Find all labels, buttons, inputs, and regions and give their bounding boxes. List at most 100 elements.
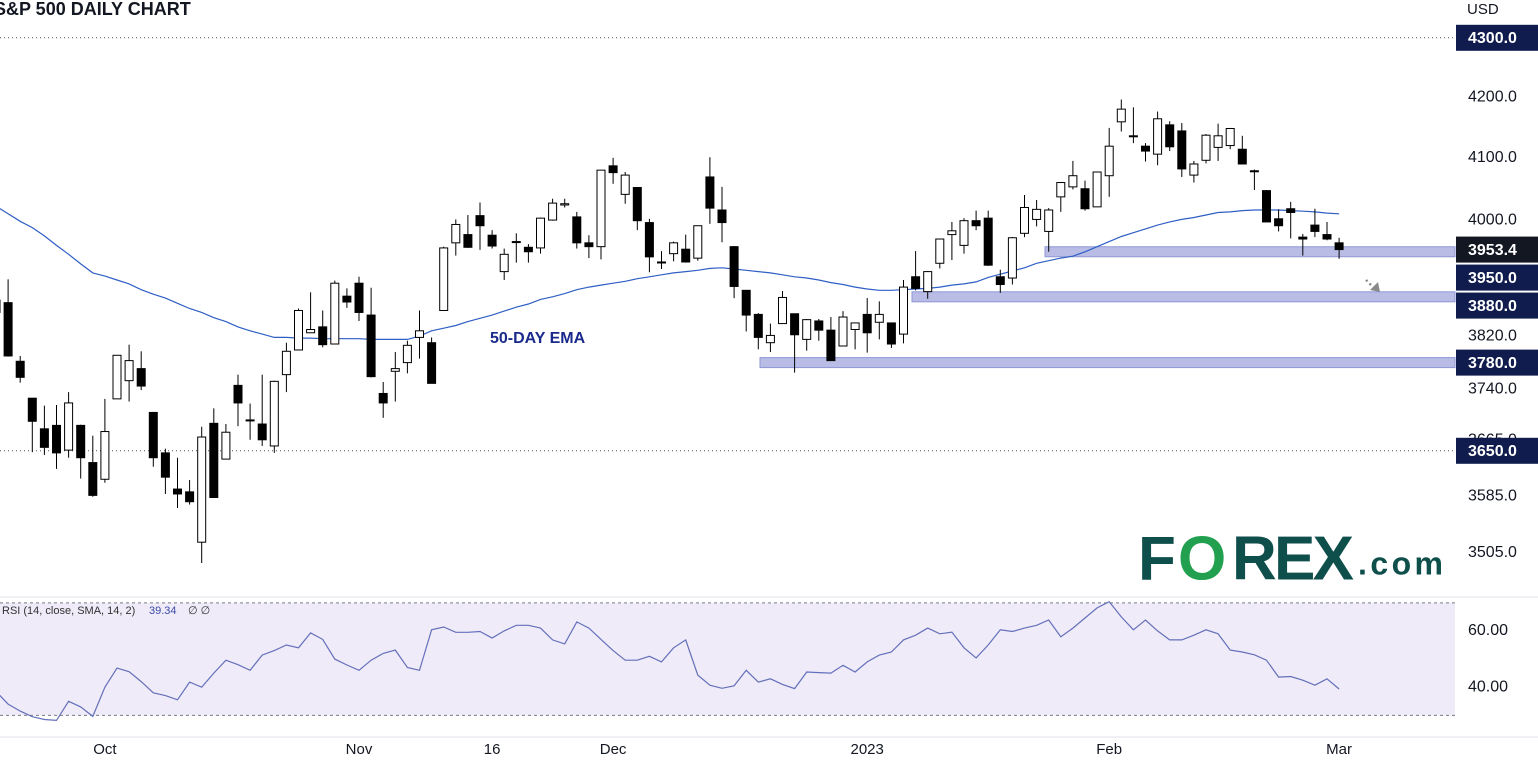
candle-body (1116, 108, 1126, 123)
candle-body (318, 326, 328, 346)
candle-body (427, 342, 437, 384)
x-tick-label: Dec (600, 741, 627, 758)
ema-line (0, 208, 1340, 340)
candle-body (378, 392, 388, 404)
candle-body (741, 289, 751, 316)
y-tick-label: 4000.0 (1468, 211, 1517, 228)
candle-body (1032, 208, 1042, 220)
candle-body (995, 276, 1005, 285)
candle-body (1177, 130, 1187, 170)
candle-body (1201, 134, 1211, 161)
rsi-value: 39.34 (149, 605, 177, 617)
x-tick-label: Nov (346, 741, 373, 758)
candle-body (1298, 236, 1308, 240)
price-label-box (1456, 292, 1538, 319)
candle-body (233, 384, 243, 404)
price-label: 3780.0 (1468, 355, 1517, 372)
candle-body (52, 424, 61, 454)
candle-body (681, 248, 691, 263)
candle-body (1237, 148, 1247, 165)
candle-body (1020, 206, 1029, 234)
candle-body (1056, 182, 1066, 198)
candle-body (439, 247, 449, 311)
y-tick-label: 4100.0 (1468, 149, 1517, 166)
candle-body (657, 261, 666, 264)
candle-body (536, 217, 545, 249)
candle-body (1068, 175, 1078, 188)
candle-body (899, 286, 908, 335)
back-layer (0, 37, 1456, 716)
candle-body (27, 397, 37, 422)
candle-body (221, 431, 231, 460)
y-tick-label: 60.00 (1468, 622, 1508, 639)
candle-body (39, 428, 49, 448)
candle-body (923, 271, 933, 293)
candle-body (306, 328, 316, 334)
candle-body (1104, 145, 1114, 177)
candle-body (245, 419, 255, 422)
candle-body (197, 436, 207, 543)
candle-body (838, 316, 848, 347)
price-label-box (1456, 264, 1538, 291)
y-tick-label: 3505.0 (1468, 544, 1517, 561)
x-tick-label: Mar (1326, 741, 1352, 758)
candle-body (548, 202, 558, 221)
candle-body (596, 169, 606, 248)
candle-body (802, 319, 812, 340)
candle-body (330, 282, 340, 345)
candle-body (826, 329, 836, 362)
candle-body (862, 313, 872, 334)
candle-body (1165, 124, 1175, 148)
x-tick-label: 16 (484, 741, 501, 758)
logo-domain: .com (1358, 545, 1443, 581)
candle-body (451, 223, 461, 244)
candle-body (463, 234, 473, 248)
candle-body (874, 313, 884, 323)
candle-body (523, 246, 533, 253)
candle-body (366, 314, 376, 378)
price-label: 3650.0 (1468, 443, 1517, 460)
candle-body (3, 302, 13, 357)
candle-body (959, 220, 969, 246)
candle-body (1213, 135, 1223, 148)
y-tick-label: 4200.0 (1468, 88, 1517, 105)
price-label: 4300.0 (1468, 30, 1517, 47)
candle-body (911, 276, 921, 289)
logo: F O REX .com (1138, 524, 1443, 593)
candle-body (88, 462, 98, 496)
candle-body (173, 488, 182, 495)
candle-body (1092, 171, 1102, 208)
candle-body (1007, 237, 1017, 279)
y-tick-label: 40.00 (1468, 678, 1508, 695)
candle-body (620, 174, 630, 195)
price-label-box (1456, 349, 1538, 376)
candle-body (560, 203, 570, 206)
candle-body (886, 322, 896, 345)
arrow-head (1370, 282, 1380, 292)
candle-body (765, 334, 775, 344)
candle-body (753, 313, 763, 338)
candle-body (112, 354, 122, 400)
candle-body (402, 344, 412, 364)
price-label: 3953.4 (1468, 242, 1517, 259)
candle-body (1322, 234, 1332, 240)
candle-body (1286, 208, 1296, 214)
candle-body (778, 296, 787, 325)
candle-body (136, 368, 146, 387)
candle-body (342, 295, 352, 303)
candle-body (294, 309, 303, 351)
logo-text: F (1138, 524, 1176, 593)
y-tick-label: 3585.0 (1468, 487, 1517, 504)
y-tick-label: 3820.0 (1468, 327, 1517, 344)
candle-body (983, 217, 993, 266)
rsi-status: ∅ ∅ (188, 605, 210, 617)
candle-body (15, 360, 25, 378)
candle-body (257, 423, 267, 441)
candle-body (269, 380, 279, 447)
price-label-box (1456, 236, 1538, 263)
candle-body (608, 165, 618, 174)
candle-body (705, 176, 715, 209)
candle-body (935, 238, 945, 264)
